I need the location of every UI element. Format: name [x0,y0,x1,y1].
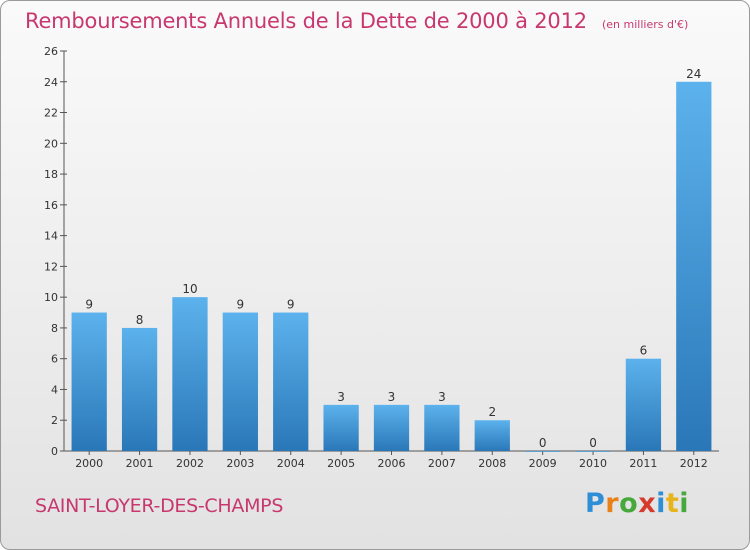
bar [323,404,359,451]
x-tick-label: 2002 [176,457,204,470]
x-tick-label: 2012 [680,457,708,470]
bars [71,81,712,452]
y-tick-label: 26 [44,45,58,58]
bar [273,312,309,451]
logo-letter: i [679,488,690,519]
logo-letter: o [619,488,639,519]
bar [474,420,510,451]
x-tick-label: 2001 [126,457,154,470]
bar [121,327,158,451]
x-tick-label: 2010 [579,457,607,470]
data-label: 6 [640,344,648,358]
x-tick-label: 2003 [226,457,254,470]
bar [222,312,258,451]
data-label: 8 [136,313,144,327]
chart-unit-note: (en milliers d'€) [602,18,689,31]
data-label: 3 [337,390,345,404]
bar [424,404,460,451]
y-tick-label: 14 [44,230,58,243]
x-axis: 2000 2001 2002 2003 2004 2005 2006 2007 2008 2009… [64,450,719,470]
y-tick-label: 18 [44,168,58,181]
bar [625,358,662,451]
y-tick-label: 16 [44,199,58,212]
logo-letter: x [638,488,657,519]
x-tick-label: 2007 [428,457,456,470]
x-tick-label: 2000 [75,457,103,470]
x-tick-label: 2005 [327,457,355,470]
data-label: 0 [589,436,597,450]
data-label: 2 [488,405,496,419]
data-label: 3 [388,390,396,404]
y-tick-label: 24 [44,76,58,89]
x-tick-label: 2011 [629,457,657,470]
data-label: 24 [686,67,701,81]
x-tick-label: 2009 [529,457,557,470]
y-tick-label: 2 [51,414,58,427]
y-tick-label: 10 [44,291,58,304]
logo-letter: P [585,488,606,519]
data-label: 0 [539,436,547,450]
bar [71,312,107,451]
y-tick-label: 6 [51,353,58,366]
chart-title-block: Remboursements Annuels de la Dette de 20… [25,9,688,33]
y-tick-label: 22 [44,107,58,120]
bar [575,451,611,452]
y-tick-label: 0 [51,445,58,458]
bar [373,404,410,451]
data-label: 9 [287,298,295,312]
value-labels: 9 8 10 9 9 3 3 3 2 0 0 6 24 [85,67,701,450]
bar [676,81,712,452]
chart-title: Remboursements Annuels de la Dette de 20… [25,9,587,33]
data-label: 10 [182,282,197,296]
y-tick-label: 8 [51,322,58,335]
data-label: 9 [237,298,245,312]
y-tick-label: 12 [44,260,58,273]
proxiti-logo: Proxiti [585,488,689,519]
data-label: 9 [85,298,93,312]
y-tick-label: 20 [44,137,58,150]
x-tick-label: 2008 [478,457,506,470]
y-tick-label: 4 [51,383,58,396]
x-tick-label: 2004 [277,457,305,470]
bar [172,297,208,451]
logo-letter: t [665,488,680,519]
place-name: SAINT-LOYER-DES-CHAMPS [35,495,284,517]
bar [525,451,561,452]
logo-letter: r [605,488,620,519]
x-tick-label: 2006 [378,457,406,470]
data-label: 3 [438,390,446,404]
logo-letter: i [656,488,666,519]
